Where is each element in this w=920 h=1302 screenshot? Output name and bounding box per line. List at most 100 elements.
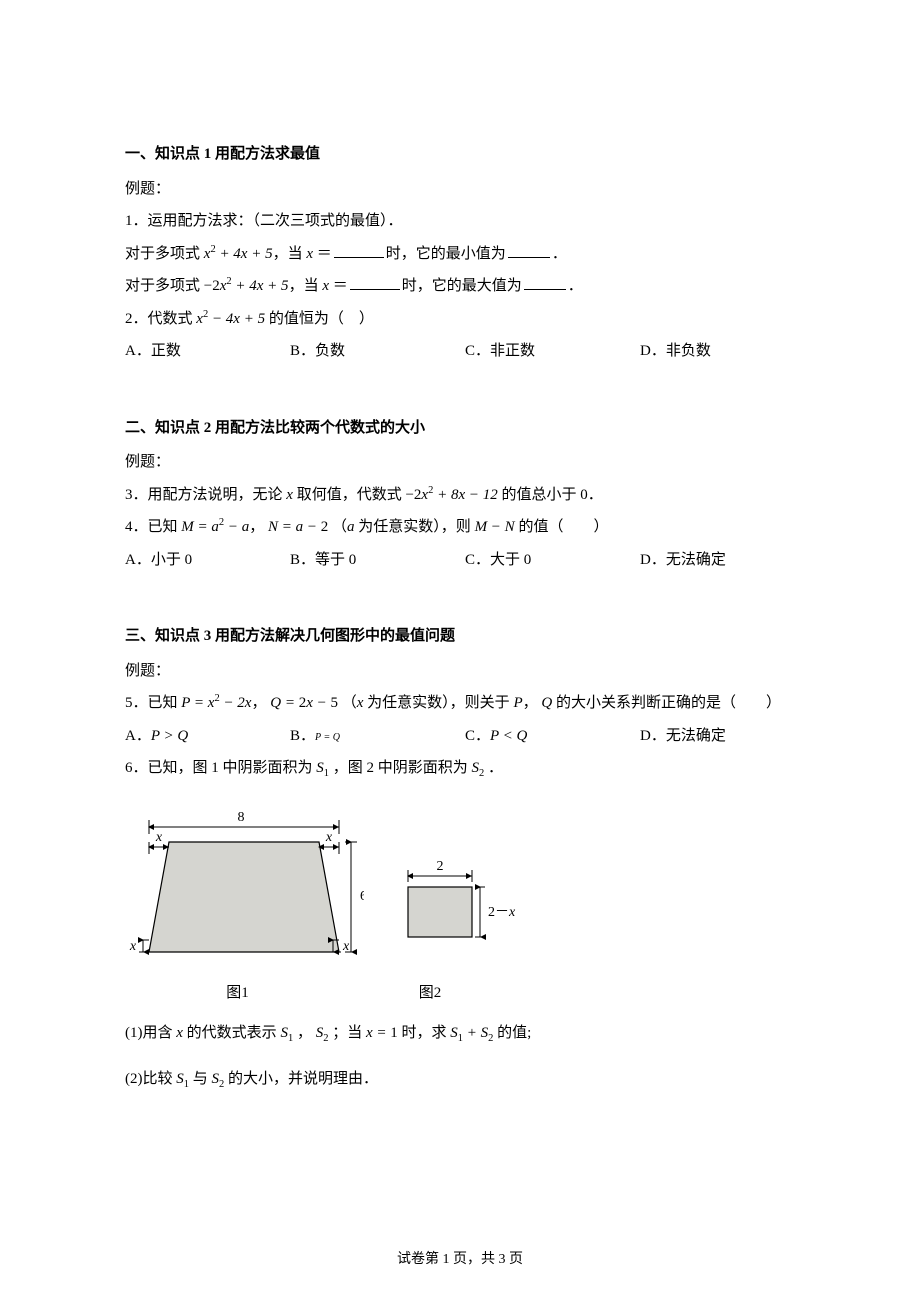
text: ；当 [328,1025,366,1041]
text: 的大小，并说明理由． [224,1071,378,1087]
text: 对于多项式 [125,246,204,262]
var-P: P [513,695,522,711]
var-S1: S1 [176,1071,189,1087]
expr: P > Q [151,728,188,744]
text: ＝ [329,278,348,294]
text: 2．代数式 [125,311,196,327]
opt-d: D．非负数 [640,337,711,366]
text: ， [251,695,270,711]
expr-x1: x = 1 [366,1025,398,1041]
q6-2: (2)比较 S1 与 S2 的大小，并说明理由． [125,1065,795,1095]
text: 为任意实数），则关于 [363,695,513,711]
fig1-caption: 图1 [125,979,350,1008]
expr: P < Q [490,728,527,744]
var-x: x [176,1025,183,1041]
section2-heading: 二、知识点 2 用配方法比较两个代数式的大小 [125,414,795,443]
text: ，当 [273,246,307,262]
dim-h: 6 [360,889,364,904]
text: ，当 [289,278,323,294]
expr-M: M = a2 − a [181,519,249,535]
opt-a: A．正数 [125,337,290,366]
opt-b: B．P = Q [290,722,465,751]
text: (1)用含 [125,1025,176,1041]
opt-c: C．大于 0 [465,546,640,575]
blank [334,241,384,258]
opt-b: B．负数 [290,337,465,366]
q1-intro: 1．运用配方法求：（二次三项式的最值）． [125,207,795,236]
var-S1: S1 [316,760,329,776]
text: ＝ [313,246,332,262]
text: 的代数式表示 [183,1025,281,1041]
expr-N: N = a − 2 [268,519,328,535]
text: 4．已知 [125,519,181,535]
label: A． [125,728,151,744]
text: 时，它的最大值为 [402,278,522,294]
text: ， [249,519,268,535]
opt-a: A．小于 0 [125,546,290,575]
expr-sum: S1 + S2 [450,1025,493,1041]
text: ，图 2 中阴影面积为 [329,760,472,776]
page-footer: 试卷第 1 页，共 3 页 [0,1247,920,1274]
dim-w: 2 [437,859,444,874]
q6: 6．已知，图 1 中阴影面积为 S1 ，图 2 中阴影面积为 S2 ． [125,754,795,784]
dim-h: 2－x [488,905,516,920]
expr: −2x2 + 8x − 12 [405,487,497,503]
q1-line1: 对于多项式 x2 + 4x + 5，当 x ＝时，它的最小值为． [125,240,795,269]
fig2-caption: 图2 [350,979,510,1008]
text: 5．已知 [125,695,181,711]
var-x: x [286,487,293,503]
var-S2: S2 [472,760,485,776]
text: ， [523,695,542,711]
opt-c: C．非正数 [465,337,640,366]
q2-options: A．正数 B．负数 C．非正数 D．非负数 [125,337,795,366]
expr-MN: M − N [475,519,515,535]
text: 的值恒为（ ） [265,311,374,327]
var-S1: S1 [280,1025,293,1041]
text: (2)比较 [125,1071,176,1087]
q2: 2．代数式 x2 − 4x + 5 的值恒为（ ） [125,305,795,334]
blank [508,241,550,258]
expr: x2 − 4x + 5 [196,311,265,327]
q5: 5．已知 P = x2 − 2x， Q = 2x − 5 （x 为任意实数），则… [125,689,795,718]
opt-d: D．无法确定 [640,546,726,575]
text: 时，它的最小值为 [386,246,506,262]
text: 6．已知，图 1 中阴影面积为 [125,760,316,776]
q5-options: A．P > Q B．P = Q C．P < Q D．无法确定 [125,722,795,751]
expr: x2 + 4x + 5 [204,246,273,262]
figures-row: 8 x x x x 6 2 2 [125,802,795,967]
dim-top: 8 [238,810,245,825]
opt-d: D．无法确定 [640,722,726,751]
blank [350,274,400,291]
section3-liti: 例题： [125,657,795,686]
opt-c: C．P < Q [465,722,640,751]
expr: −2x2 + 4x + 5 [204,278,289,294]
expr-Q: Q = 2x − 5 [270,695,338,711]
var-S2: S2 [212,1071,225,1087]
section1-heading: 一、知识点 1 用配方法求最值 [125,140,795,169]
figure-1: 8 x x x x 6 [119,802,364,967]
text: 的值总小于 0． [498,487,603,503]
figure-captions: 图1 图2 [125,979,795,1008]
q1-line2: 对于多项式 −2x2 + 4x + 5，当 x ＝时，它的最大值为． [125,272,795,301]
text: ． [552,246,567,262]
text: 取何值，代数式 [293,487,406,503]
dim-x1: x [155,830,163,845]
text: ， [293,1025,316,1041]
q3: 3．用配方法说明，无论 x 取何值，代数式 −2x2 + 8x − 12 的值总… [125,481,795,510]
blank [524,274,566,291]
text: 的值（ ） [515,519,609,535]
var-Q: Q [541,695,552,711]
figure-2: 2 2－x [390,852,520,967]
dim-x3: x [129,939,137,954]
section2-liti: 例题： [125,448,795,477]
expr: P = Q [315,732,340,743]
q6-1: (1)用含 x 的代数式表示 S1 ， S2 ；当 x = 1 时，求 S1 +… [125,1019,795,1049]
text: （ [328,519,347,535]
text: ． [568,278,583,294]
var-S2: S2 [316,1025,329,1041]
opt-a: A．P > Q [125,722,290,751]
text: 与 [189,1071,212,1087]
section1-liti: 例题： [125,175,795,204]
label: C． [465,728,490,744]
text: ． [484,760,503,776]
